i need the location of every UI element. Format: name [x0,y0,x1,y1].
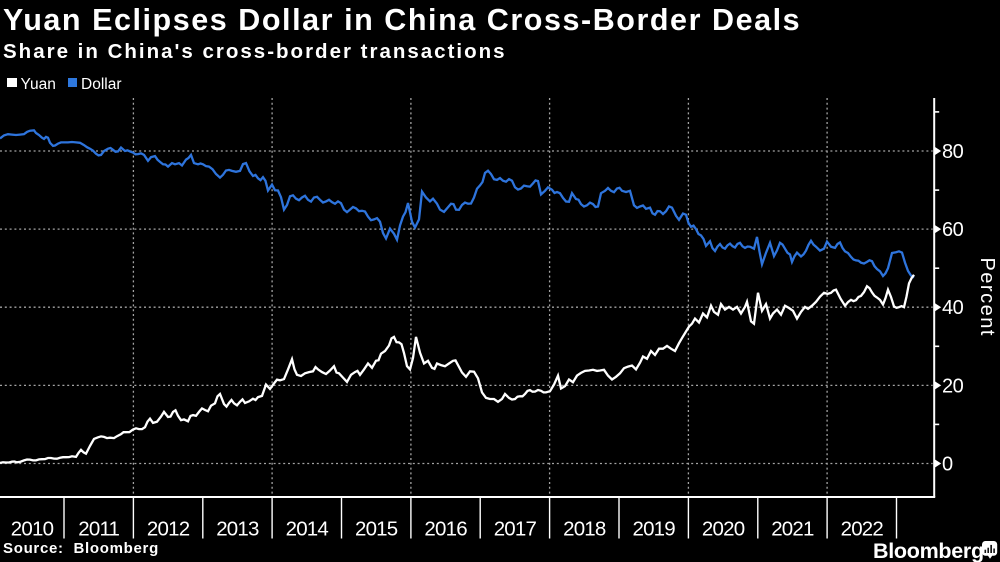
svg-text:80: 80 [942,141,964,163]
svg-text:2016: 2016 [424,518,467,541]
svg-text:40: 40 [942,297,964,319]
svg-text:2011: 2011 [78,518,119,541]
svg-text:20: 20 [942,375,964,397]
svg-text:2012: 2012 [147,518,190,541]
svg-text:2010: 2010 [11,518,54,541]
svg-text:2022: 2022 [841,518,884,541]
svg-text:0: 0 [942,454,953,476]
svg-text:2020: 2020 [702,518,745,541]
svg-text:2017: 2017 [494,518,537,541]
svg-text:Percent: Percent [976,257,998,336]
svg-text:60: 60 [942,219,964,241]
svg-text:2013: 2013 [216,518,259,541]
svg-text:2015: 2015 [355,518,398,541]
svg-text:2019: 2019 [632,518,675,541]
svg-text:2014: 2014 [286,518,329,541]
svg-text:2018: 2018 [563,518,606,541]
svg-text:2021: 2021 [771,518,814,541]
